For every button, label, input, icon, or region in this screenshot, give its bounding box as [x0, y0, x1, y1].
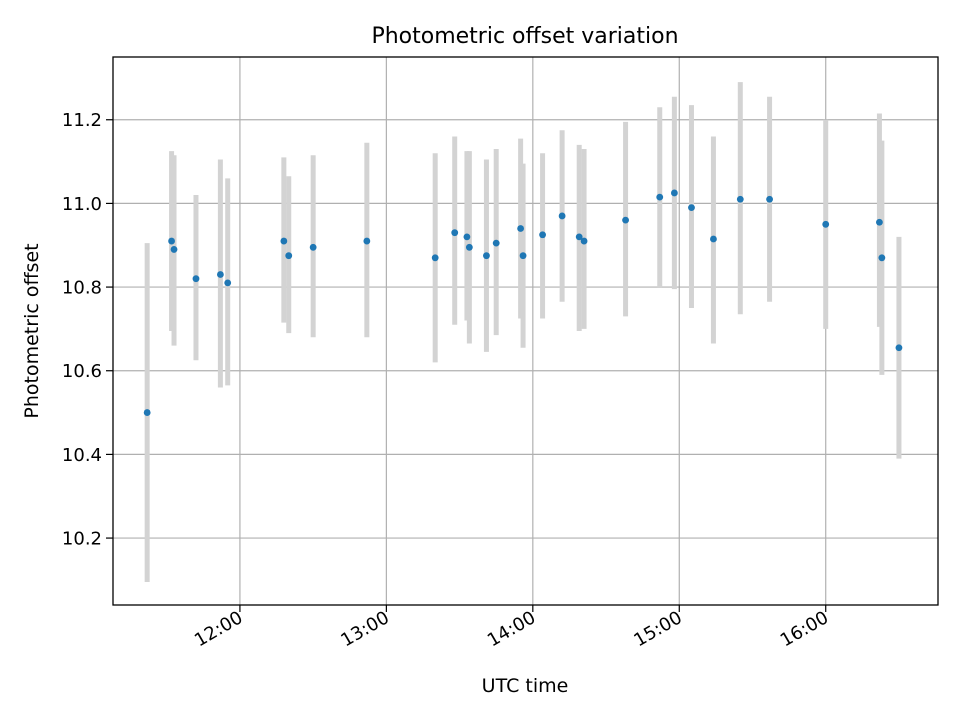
data-point	[492, 239, 500, 247]
data-point	[309, 243, 317, 251]
data-point	[656, 193, 664, 201]
data-point	[170, 246, 178, 253]
data-point	[670, 189, 678, 197]
y-tick-label: 10.2	[62, 529, 102, 550]
x-axis-label: UTC time	[482, 675, 569, 697]
data-point	[168, 237, 175, 245]
data-point	[519, 252, 527, 260]
y-tick-label: 11.0	[62, 194, 102, 215]
y-axis-label: Photometric offset	[21, 243, 43, 418]
data-point	[878, 254, 886, 262]
data-point	[895, 344, 903, 352]
data-point	[876, 218, 883, 226]
data-point	[216, 271, 224, 278]
data-point	[558, 212, 566, 220]
data-point	[575, 233, 583, 241]
data-point	[451, 229, 459, 237]
data-point	[465, 243, 473, 251]
y-tick-label: 10.8	[62, 278, 102, 299]
data-point	[192, 275, 200, 283]
data-point	[483, 252, 490, 260]
data-point	[766, 195, 773, 203]
data-point	[688, 204, 695, 211]
y-tick-label: 11.2	[62, 110, 102, 131]
y-tick-label: 10.4	[62, 445, 102, 466]
y-tick-label: 10.6	[62, 361, 102, 382]
data-point	[280, 237, 288, 245]
data-point	[822, 220, 830, 228]
data-point	[224, 279, 232, 287]
data-point	[143, 409, 151, 416]
data-point	[463, 233, 471, 241]
data-point	[431, 254, 439, 262]
plot-frame	[112, 56, 939, 606]
data-point	[363, 237, 371, 245]
data-point	[539, 231, 546, 239]
data-point	[622, 216, 629, 224]
data-point	[736, 195, 744, 203]
chart-title: Photometric offset variation	[371, 24, 678, 49]
data-point	[517, 225, 525, 232]
data-points	[143, 189, 903, 416]
data-point	[710, 235, 717, 243]
data-point	[580, 237, 588, 245]
y-axis-ticks: 10.2 10.4 10.6 10.8 11.0 11.2	[62, 110, 113, 550]
data-point	[285, 252, 293, 260]
